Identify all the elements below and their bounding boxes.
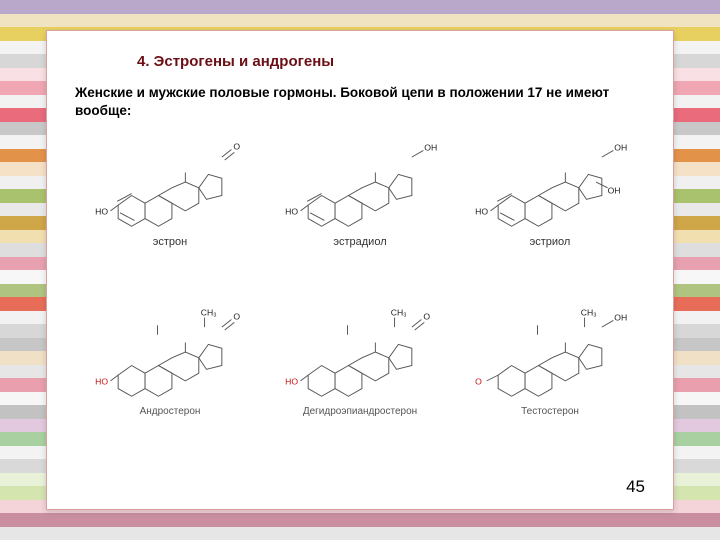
molecule-row-estrogens: O HO эстрон OH HO эстрадиол OH OH HO эстриол — [75, 136, 645, 248]
svg-text:CH₃: CH₃ — [581, 308, 597, 318]
molecule-Дегидроэпиандростерон: O CH₃ HO Дегидроэпиандростерон — [273, 306, 448, 417]
svg-text:CH₃: CH₃ — [391, 308, 407, 318]
molecule-caption: Дегидроэпиандростерон — [303, 406, 417, 417]
svg-text:HO: HO — [285, 377, 298, 387]
svg-text:OH: OH — [614, 143, 627, 153]
molecule-row-androgens: O CH₃ HO Андростерон O CH₃ HO Дегидроэпиандрос… — [75, 306, 645, 417]
molecule-Андростерон: O CH₃ HO Андростерон — [83, 306, 258, 417]
slide-frame: 4. Эстрогены и андрогены Женские и мужск… — [46, 30, 674, 510]
molecule-эстрадиол: OH HO эстрадиол — [273, 136, 448, 248]
svg-text:O: O — [475, 377, 482, 387]
svg-text:O: O — [233, 142, 240, 152]
molecule-caption: эстрадиол — [333, 236, 386, 248]
molecule-caption: эстриол — [530, 236, 571, 248]
molecule-эстриол: OH OH HO эстриол — [463, 136, 638, 248]
svg-text:O: O — [423, 312, 430, 322]
molecule-эстрон: O HO эстрон — [83, 136, 258, 248]
molecule-caption: Тестостерон — [521, 406, 579, 417]
molecule-grid: OHOэстрон OHHOэстрадиол OHOHHOэстриол OC… — [75, 130, 645, 450]
svg-text:CH₃: CH₃ — [201, 308, 217, 318]
molecule-caption: эстрон — [153, 236, 187, 248]
slide-title: 4. Эстрогены и андрогены — [137, 53, 645, 70]
svg-text:HO: HO — [285, 207, 298, 217]
svg-text:O: O — [233, 312, 240, 322]
svg-text:HO: HO — [95, 207, 108, 217]
svg-text:OH: OH — [614, 313, 627, 323]
molecule-caption: Андростерон — [140, 406, 201, 417]
svg-text:HO: HO — [475, 207, 488, 217]
svg-text:HO: HO — [95, 377, 108, 387]
svg-text:OH: OH — [608, 186, 621, 196]
molecule-Тестостерон: OH CH₃ O Тестостерон — [463, 306, 638, 417]
slide-subtitle: Женские и мужские половые гормоны. Боков… — [75, 84, 645, 120]
page-number: 45 — [626, 477, 645, 497]
svg-text:OH: OH — [424, 143, 437, 153]
